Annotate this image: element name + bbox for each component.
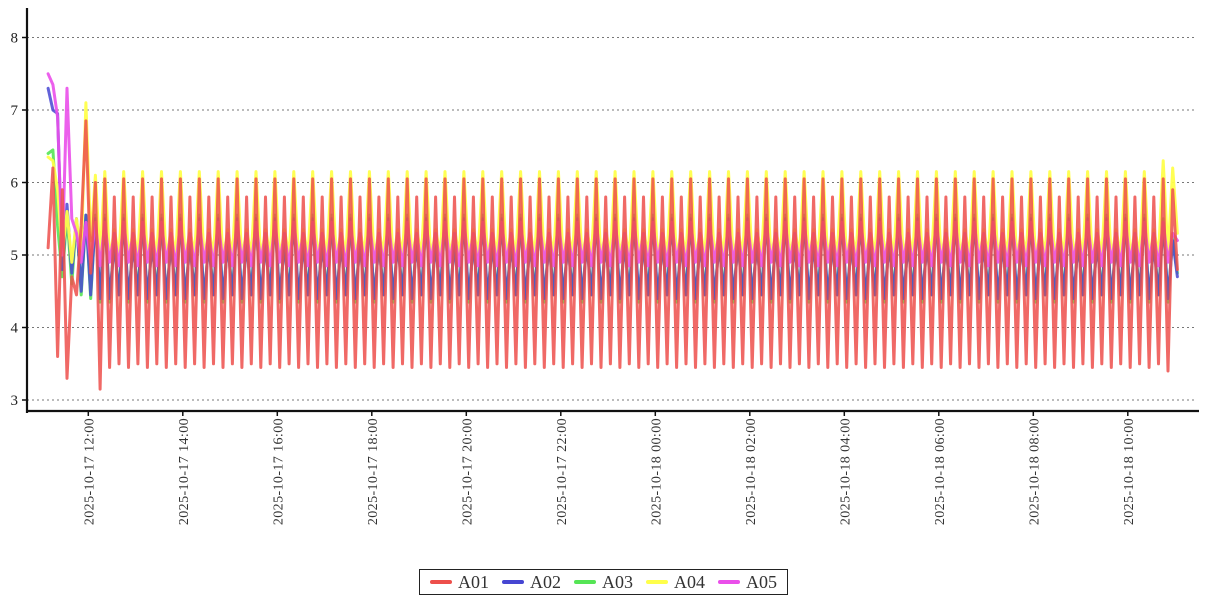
x-tick-label: 2025-10-18 04:00 xyxy=(838,418,853,525)
x-tick-label: 2025-10-18 00:00 xyxy=(649,418,664,525)
legend-label: A03 xyxy=(602,572,633,592)
legend-item-A03: A03 xyxy=(574,573,633,591)
legend: A01 A02 A03 A04 A05 xyxy=(0,569,1207,595)
y-tick-label: 3 xyxy=(11,393,19,409)
x-tick-label: 2025-10-18 06:00 xyxy=(933,418,948,525)
legend-label: A01 xyxy=(458,572,489,592)
legend-item-A02: A02 xyxy=(502,573,561,591)
legend-item-A05: A05 xyxy=(718,573,777,591)
y-tick-label: 6 xyxy=(11,176,19,192)
x-tick-label: 2025-10-17 22:00 xyxy=(555,418,570,525)
legend-swatch-A03 xyxy=(574,580,596,584)
x-tick-label: 2025-10-17 20:00 xyxy=(460,418,475,525)
y-tick-label: 7 xyxy=(11,103,19,119)
x-tick-label: 2025-10-17 14:00 xyxy=(177,418,192,525)
x-tick-label: 2025-10-17 16:00 xyxy=(271,418,286,525)
legend-swatch-A05 xyxy=(718,580,740,584)
legend-item-A01: A01 xyxy=(430,573,489,591)
x-tick-label: 2025-10-17 12:00 xyxy=(82,418,97,525)
x-tick-label: 2025-10-17 18:00 xyxy=(366,418,381,525)
legend-label: A02 xyxy=(530,572,561,592)
legend-label: A05 xyxy=(746,572,777,592)
series-line-A01 xyxy=(46,119,1179,391)
y-tick-label: 8 xyxy=(11,31,19,47)
y-tick-label: 5 xyxy=(11,248,19,264)
x-tick-label: 2025-10-18 02:00 xyxy=(744,418,759,525)
legend-swatch-A02 xyxy=(502,580,524,584)
y-tick-label: 4 xyxy=(11,321,19,337)
legend-label: A04 xyxy=(674,572,705,592)
x-tick-label: 2025-10-18 10:00 xyxy=(1122,418,1137,525)
x-tick-label: 2025-10-18 08:00 xyxy=(1027,418,1042,525)
legend-swatch-A01 xyxy=(430,580,452,584)
legend-box: A01 A02 A03 A04 A05 xyxy=(419,569,788,595)
legend-swatch-A04 xyxy=(646,580,668,584)
legend-item-A04: A04 xyxy=(646,573,705,591)
